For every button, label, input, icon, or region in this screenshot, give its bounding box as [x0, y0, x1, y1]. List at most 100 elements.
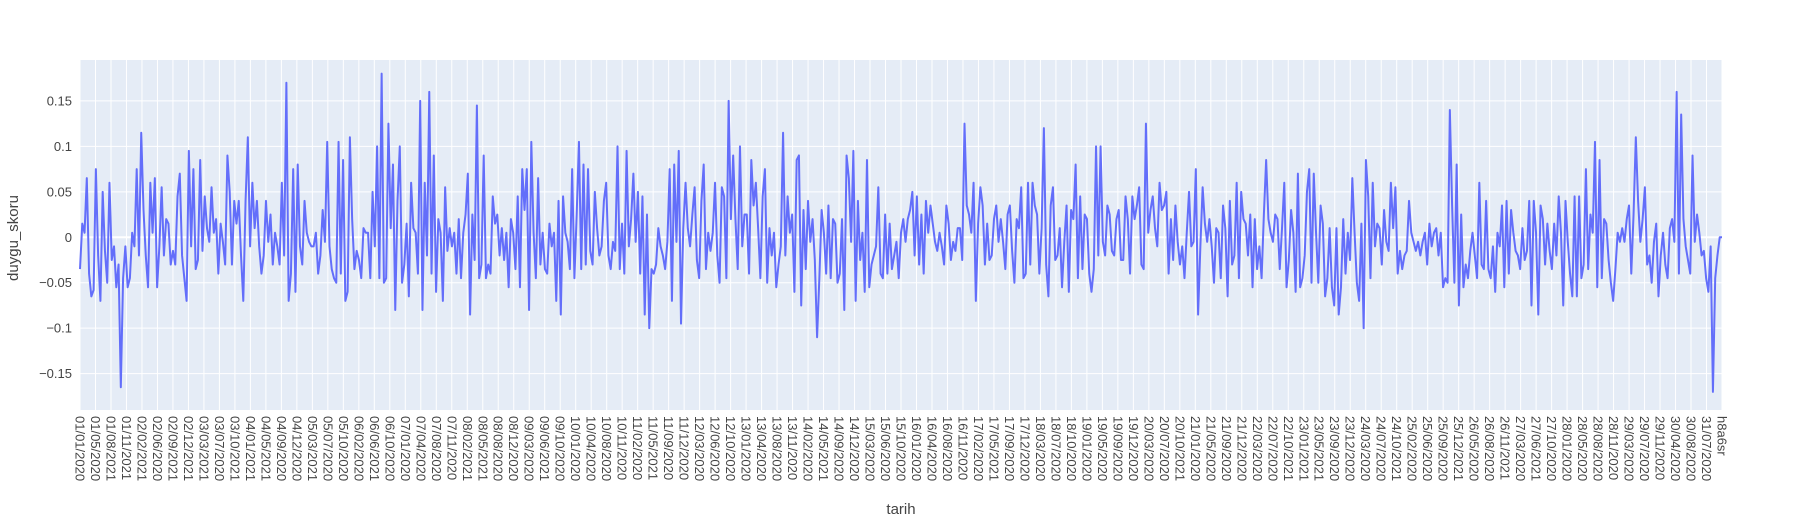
x-tick-label: 16/08/2020 [940, 416, 955, 481]
x-tick-label: 28/01/2020 [1560, 416, 1575, 481]
x-tick-label: 01/11/2021 [119, 416, 134, 480]
x-tick-label: 17/05/2021 [986, 416, 1001, 481]
y-axis-tick-labels: −0.15 −0.1 −0.05 0 0.05 0.1 0.15 [39, 93, 72, 381]
x-tick-label: 23/05/2021 [1312, 416, 1327, 481]
x-tick-label: 10/01/2020 [568, 416, 583, 481]
series-layer [79, 72, 1722, 393]
x-tick-label: 16/04/2020 [924, 416, 939, 481]
x-tick-label: 11/12/2020 [677, 416, 692, 480]
x-tick-label: 20/07/2020 [1157, 416, 1172, 481]
x-tick-label: 27/03/2020 [1513, 416, 1528, 481]
x-tick-label: 25/09/2020 [1436, 416, 1451, 481]
y-tick-label: 0 [65, 230, 72, 245]
x-tick-label: 06/02/2020 [351, 416, 366, 481]
x-tick-label: 28/08/2020 [1591, 416, 1606, 481]
x-tick-label: h8a6sr [1715, 416, 1730, 456]
x-tick-label: 24/03/2020 [1358, 416, 1373, 481]
x-tick-label: 15/10/2020 [894, 416, 909, 481]
x-tick-label: 12/06/2020 [708, 416, 723, 481]
x-tick-label: 15/03/2020 [863, 416, 878, 481]
x-tick-label: 14/05/2021 [816, 416, 831, 481]
x-tick-label: 30/04/2020 [1668, 416, 1683, 481]
x-tick-label: 21/12/2020 [1234, 416, 1249, 481]
y-tick-label: 0.1 [54, 139, 72, 154]
y-tick-label: −0.05 [39, 275, 72, 290]
x-tick-label: 08/12/2020 [506, 416, 521, 481]
x-tick-label: 15/06/2020 [878, 416, 893, 481]
x-tick-label: 08/02/2021 [460, 416, 475, 481]
x-tick-label: 10/11/2020 [615, 416, 630, 480]
x-tick-label: 03/03/2021 [196, 416, 211, 481]
x-tick-label: 26/05/2020 [1467, 416, 1482, 481]
y-tick-label: −0.1 [46, 321, 72, 336]
x-tick-label: 26/11/2021 [1498, 416, 1513, 480]
x-tick-label: 01/01/2020 [73, 416, 88, 481]
x-tick-label: 09/06/2021 [537, 416, 552, 481]
x-tick-label: 20/03/2020 [1141, 416, 1156, 481]
x-tick-label: 18/10/2020 [1064, 416, 1079, 481]
x-tick-label: 01/05/2020 [88, 416, 103, 481]
x-tick-label: 10/08/2020 [599, 416, 614, 481]
x-tick-label: 28/05/2020 [1575, 416, 1590, 481]
x-tick-label: 04/01/2021 [243, 416, 258, 481]
x-tick-label: 11/02/2020 [630, 416, 645, 480]
x-tick-label: 01/08/2021 [103, 416, 118, 481]
x-tick-label: 09/10/2020 [553, 416, 568, 481]
x-tick-label: 22/03/2020 [1250, 416, 1265, 481]
x-tick-label: 23/01/2021 [1296, 416, 1311, 481]
x-tick-label: 17/12/2020 [1017, 416, 1032, 481]
x-tick-label: 29/03/2020 [1622, 416, 1637, 481]
x-tick-label: 25/12/2021 [1451, 416, 1466, 481]
x-tick-label: 29/11/2020 [1653, 416, 1668, 480]
y-tick-label: 0.15 [47, 93, 72, 108]
x-tick-label: 03/10/2021 [227, 416, 242, 481]
x-tick-label: 21/09/2020 [1219, 416, 1234, 481]
x-axis-title: tarih [886, 501, 915, 518]
x-tick-label: 27/06/2021 [1529, 416, 1544, 481]
x-tick-label: 05/03/2021 [305, 416, 320, 481]
x-tick-label: 27/10/2020 [1544, 416, 1559, 481]
x-tick-label: 16/01/2020 [909, 416, 924, 481]
x-tick-label: 13/11/2020 [785, 416, 800, 480]
x-tick-label: 07/04/2020 [413, 416, 428, 481]
x-tick-label: 21/05/2020 [1203, 416, 1218, 481]
x-tick-label: 07/01/2020 [398, 416, 413, 481]
x-tick-label: 19/05/2020 [1095, 416, 1110, 481]
x-tick-label: 03/07/2020 [212, 416, 227, 481]
x-tick-label: 24/07/2020 [1374, 416, 1389, 481]
x-tick-label: 22/07/2020 [1265, 416, 1280, 481]
x-tick-label: 19/01/2020 [1079, 416, 1094, 481]
x-tick-label: 14/09/2020 [832, 416, 847, 481]
y-tick-label: 0.05 [47, 184, 72, 199]
x-tick-label: 17/02/2020 [971, 416, 986, 481]
x-tick-label: 09/03/2020 [522, 416, 537, 481]
x-tick-label: 13/01/2020 [739, 416, 754, 481]
x-tick-label: 29/07/2020 [1637, 416, 1652, 481]
x-tick-label: 06/10/2020 [382, 416, 397, 481]
x-tick-label: 11/05/2021 [646, 416, 661, 480]
x-tick-label: 28/11/2020 [1606, 416, 1621, 480]
x-tick-label: 07/08/2020 [429, 416, 444, 481]
y-tick-label: −0.15 [39, 366, 72, 381]
x-tick-label: 08/08/2020 [491, 416, 506, 481]
x-tick-label: 05/10/2020 [336, 416, 351, 481]
x-tick-label: 30/08/2020 [1684, 416, 1699, 481]
x-tick-label: 14/02/2020 [801, 416, 816, 481]
x-tick-label: 12/03/2020 [692, 416, 707, 481]
x-tick-label: 25/06/2020 [1420, 416, 1435, 481]
x-tick-label: 23/12/2020 [1343, 416, 1358, 481]
x-tick-label: 18/03/2020 [1033, 416, 1048, 481]
x-tick-label: 04/09/2020 [274, 416, 289, 481]
x-tick-label: 26/08/2020 [1482, 416, 1497, 481]
x-tick-label: 16/11/2020 [955, 416, 970, 480]
series-line[interactable] [79, 72, 1722, 393]
x-tick-label: 12/10/2020 [723, 416, 738, 481]
x-tick-label: 10/04/2020 [584, 416, 599, 481]
x-tick-label: 18/07/2020 [1048, 416, 1063, 481]
x-tick-label: 19/12/2020 [1126, 416, 1141, 481]
x-tick-label: 02/09/2021 [165, 416, 180, 481]
x-tick-label: 31/07/2020 [1699, 416, 1714, 481]
x-tick-label: 14/12/2020 [847, 416, 862, 481]
x-tick-label: 04/05/2021 [258, 416, 273, 481]
